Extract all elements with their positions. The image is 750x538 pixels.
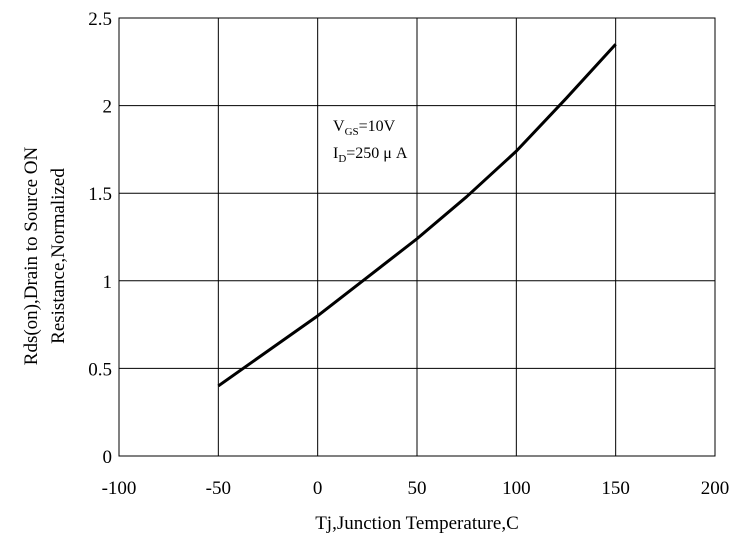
annotation-id-rest: =250 μ A [346,145,408,162]
y-axis-label-line-2: Resistance,Normalized [48,168,69,344]
y-axis-label-line-1: Rds(on),Drain to Source ON [21,146,42,365]
y-tick-label: 2.5 [88,9,112,30]
annotation-vgs-sub: GS [345,126,359,138]
y-tick-label: 1.5 [88,184,112,205]
annotation-id-sub: D [338,153,346,165]
y-tick-label: 0.5 [88,359,112,380]
annotation-vgs-rest: =10V [359,118,396,135]
series-group [217,43,617,388]
annotation-id-main: I [333,145,338,162]
x-tick-label: 50 [408,478,427,499]
plot-frame [118,17,716,457]
x-tick-label: -50 [206,478,231,499]
annotation-vgs-main: V [333,118,345,135]
x-axis-label: Tj,Junction Temperature,C [315,513,519,534]
y-tick-label: 0 [103,447,113,468]
x-tick-label: 150 [601,478,630,499]
series-line-0 [217,43,617,388]
x-tick-label: 0 [313,478,323,499]
y-tick-label: 2 [103,97,113,118]
x-tick-labels: -100 -50 0 50 100 150 200 [102,478,730,499]
annotation-id: ID=250 μ A [333,145,408,165]
y-tick-label: 1 [103,272,113,293]
x-tick-label: 100 [502,478,531,499]
x-tick-label: 200 [701,478,730,499]
y-tick-labels: 0 0.5 1 1.5 2 2.5 [88,9,112,468]
x-tick-label: -100 [102,478,137,499]
annotation-vgs: VGS=10V [333,118,396,138]
